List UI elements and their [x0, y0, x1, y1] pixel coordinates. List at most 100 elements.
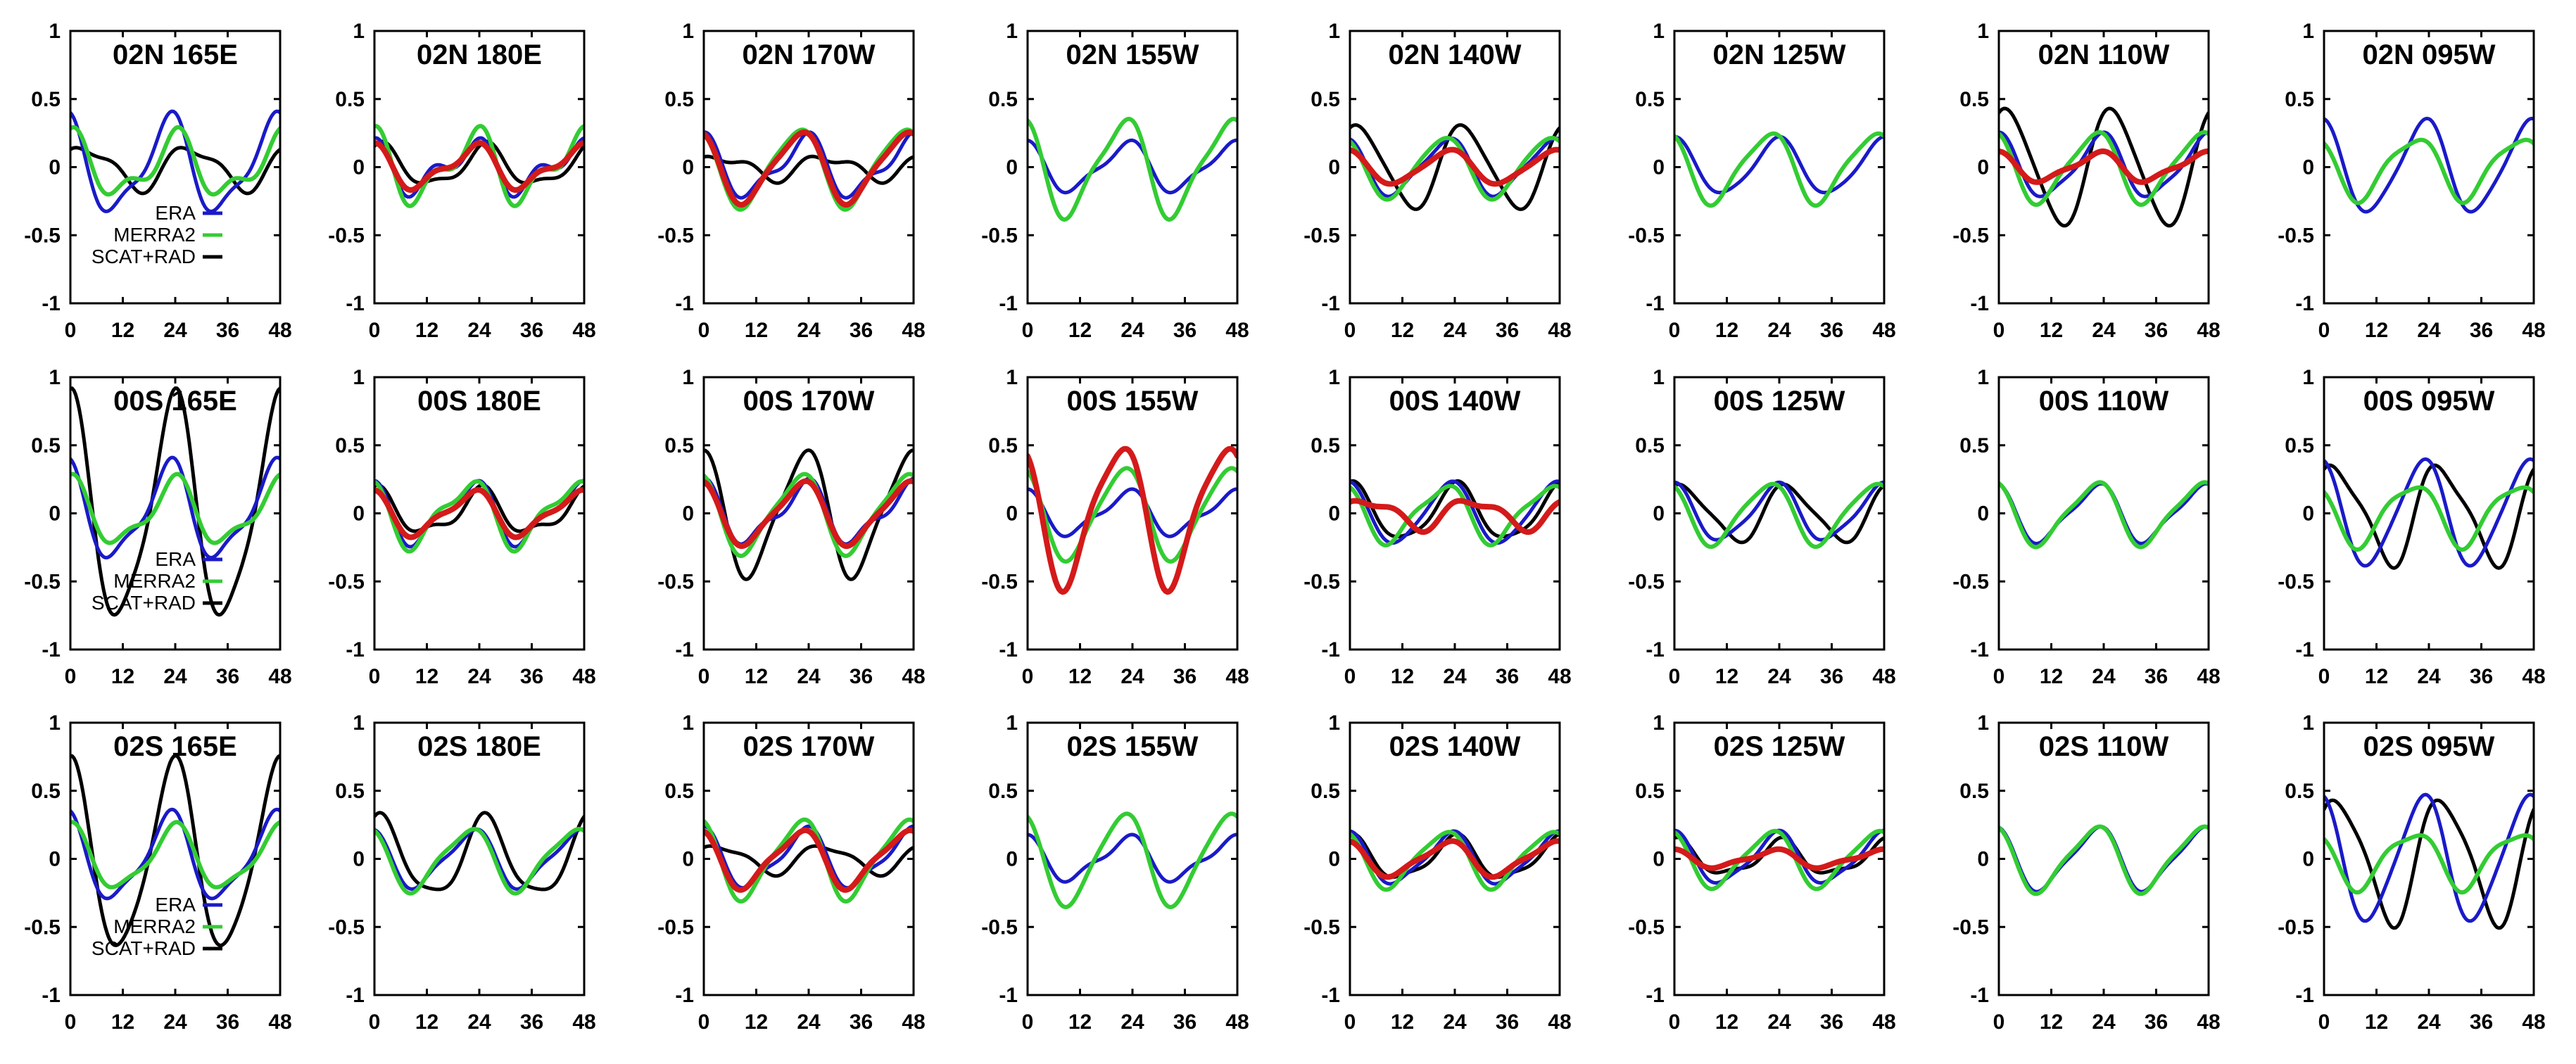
x-tick-label: 36 — [1496, 319, 1519, 342]
x-tick-label: 0 — [1022, 319, 1034, 342]
series-group — [1999, 106, 2209, 228]
plot-frame — [1673, 30, 1886, 305]
series-line-merra — [1674, 481, 1884, 550]
y-tick-label: 0.5 — [1311, 88, 1340, 111]
x-tick-label: 48 — [2197, 1011, 2220, 1034]
x-tick-label: 36 — [2470, 665, 2493, 688]
series-line-merra — [374, 827, 584, 896]
x-tick-label: 0 — [1022, 1011, 1034, 1034]
x-tick-label: 24 — [1767, 665, 1791, 688]
x-tick-label: 24 — [1120, 1011, 1144, 1034]
series-line-red — [1674, 846, 1884, 871]
y-tick-label: 0.5 — [988, 780, 1018, 803]
x-tick-label: 0 — [1993, 319, 2005, 342]
y-tick-label: 0 — [1006, 848, 1018, 871]
x-tick-label: 12 — [1715, 319, 1738, 342]
y-tick-label: 0.5 — [335, 780, 365, 803]
x-tick-label: 36 — [2145, 665, 2168, 688]
legend-label: ERA — [155, 548, 196, 570]
y-tick-label: 0 — [2302, 156, 2314, 179]
series-line-era — [704, 824, 914, 890]
series-line-era — [1999, 825, 2209, 894]
y-tick-label: 1 — [1977, 711, 1989, 735]
y-tick-label: 0 — [353, 156, 365, 179]
y-tick-label: -0.5 — [328, 916, 365, 939]
series-group — [1028, 811, 1237, 909]
x-tick-label: 0 — [698, 665, 710, 688]
series-line-era — [1028, 138, 1237, 195]
x-tick-label: 12 — [1068, 1011, 1092, 1034]
x-tick-label: 36 — [520, 319, 543, 342]
x-tick-label: 12 — [745, 319, 768, 342]
x-tick-label: 24 — [1767, 1011, 1791, 1034]
panel-title: 00S 125W — [1714, 386, 1845, 417]
y-tick-label: 0 — [1653, 502, 1665, 526]
x-tick-label: 36 — [1173, 319, 1197, 342]
x-tick-label: 12 — [2040, 319, 2063, 342]
y-tick-label: 0 — [49, 502, 61, 526]
series-line-era — [1350, 479, 1560, 545]
y-tick-label: 0 — [682, 156, 694, 179]
series-group — [2324, 116, 2534, 214]
x-tick-label: 48 — [902, 319, 925, 342]
x-tick-label: 36 — [520, 1011, 543, 1034]
x-tick-label: 0 — [65, 319, 77, 342]
x-tick-label: 24 — [2417, 665, 2441, 688]
y-tick-label: 0 — [1328, 156, 1340, 179]
x-tick-label: 12 — [2365, 1011, 2388, 1034]
y-tick-label: -1 — [1321, 984, 1340, 1007]
series-line-merra — [2324, 137, 2534, 205]
y-tick-label: -1 — [1646, 638, 1665, 661]
y-tick-label: 0.5 — [1959, 434, 1989, 457]
x-tick-label: 12 — [745, 1011, 768, 1034]
x-tick-label: 24 — [163, 319, 187, 342]
plot-frame — [1997, 721, 2210, 996]
series-line-merra — [1999, 480, 2209, 550]
y-tick-label: -1 — [999, 292, 1018, 315]
y-tick-label: -1 — [999, 984, 1018, 1007]
x-tick-label: 0 — [2318, 665, 2330, 688]
series-line-era — [1999, 481, 2209, 545]
x-tick-label: 36 — [1173, 1011, 1197, 1034]
x-tick-label: 24 — [2092, 319, 2116, 342]
y-tick-label: 0.5 — [1959, 780, 1989, 803]
series-line-obs — [70, 146, 280, 196]
series-group — [1350, 123, 1560, 211]
panel-title: 00S 110W — [2039, 386, 2169, 417]
x-tick-label: 24 — [1443, 319, 1467, 342]
legend-label: SCAT+RAD — [91, 592, 196, 614]
y-tick-label: 0 — [49, 156, 61, 179]
y-tick-label: -1 — [42, 638, 61, 661]
series-group — [1674, 828, 1884, 892]
x-tick-label: 48 — [2522, 665, 2545, 688]
y-tick-label: -0.5 — [657, 916, 694, 939]
y-tick-label: 0 — [1977, 156, 1989, 179]
series-line-era — [2324, 116, 2534, 214]
y-tick-label: -1 — [42, 292, 61, 315]
x-tick-label: 24 — [1443, 665, 1467, 688]
series-line-red — [1350, 498, 1560, 536]
panel-title: 02N 180E — [417, 39, 542, 70]
x-tick-label: 36 — [1820, 319, 1843, 342]
y-tick-label: -0.5 — [2278, 224, 2314, 247]
legend-label: MERRA2 — [113, 916, 196, 937]
series-line-merra — [1028, 116, 1237, 222]
y-tick-label: 0 — [353, 848, 365, 871]
x-tick-label: 36 — [1820, 665, 1843, 688]
x-tick-label: 48 — [572, 1011, 595, 1034]
x-tick-label: 36 — [2145, 1011, 2168, 1034]
series-group — [1674, 480, 1884, 550]
y-tick-label: 0.5 — [1311, 780, 1340, 803]
x-tick-label: 0 — [1344, 1011, 1356, 1034]
series-line-red — [704, 827, 914, 893]
y-tick-label: 0.5 — [1635, 88, 1665, 111]
